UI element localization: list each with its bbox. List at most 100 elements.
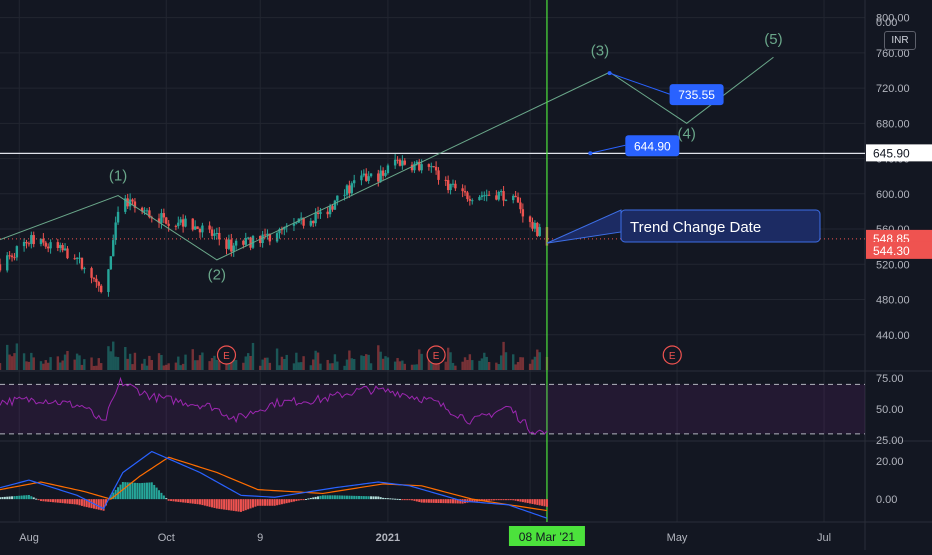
earnings-marker[interactable] — [662, 345, 682, 365]
macd-histogram-bar — [129, 482, 132, 500]
volume-bar — [427, 355, 431, 370]
volume-bar — [80, 364, 84, 370]
candle-body — [446, 180, 450, 191]
volume-bar — [49, 357, 52, 370]
macd-histogram-bar — [437, 499, 440, 504]
volume-bar — [213, 355, 216, 370]
candle-body — [97, 282, 100, 286]
volume-bar — [191, 349, 194, 370]
volume-bar — [59, 362, 62, 370]
volume-bar — [461, 361, 464, 370]
candle-body — [234, 240, 238, 246]
callout-box[interactable] — [620, 209, 821, 243]
wave-label-3: (3) — [591, 43, 609, 60]
macd-axis-tick: 20.00 — [876, 456, 904, 468]
candle-body — [483, 195, 486, 197]
candle-body — [30, 235, 33, 244]
candle-body — [430, 166, 433, 168]
volume-bar — [483, 352, 486, 370]
volume-bar — [487, 361, 491, 370]
candle-body — [13, 257, 16, 259]
volume-bar — [112, 341, 115, 370]
macd-histogram-bar — [71, 499, 74, 505]
candle-body — [99, 285, 103, 293]
volume-bar — [531, 359, 534, 370]
macd-histogram-bar — [545, 499, 548, 507]
earnings-marker[interactable] — [426, 345, 446, 365]
macd-histogram-bar — [379, 497, 382, 500]
volume-bar — [56, 356, 60, 370]
macd-histogram-bar — [1, 497, 4, 500]
price-axis-tick: 520.00 — [876, 259, 910, 271]
price-axis-tick: 720.00 — [876, 83, 910, 95]
macd-histogram-bar — [345, 495, 348, 500]
macd-histogram-bar — [343, 495, 346, 500]
annotation-leader — [590, 144, 626, 154]
macd-histogram-bar — [415, 499, 418, 502]
volume-bar — [160, 354, 163, 370]
volume-bar — [232, 358, 235, 370]
volume-bar — [480, 358, 484, 370]
candle-body — [314, 212, 317, 224]
macd-histogram-bar — [451, 499, 454, 504]
annotation-box[interactable] — [669, 84, 724, 106]
candle-body — [160, 213, 163, 223]
macd-histogram-bar — [213, 499, 216, 508]
candle-body — [396, 159, 399, 161]
candle-body — [316, 212, 320, 214]
macd-histogram-bar — [509, 499, 512, 501]
macd-histogram-bar — [0, 497, 1, 500]
volume-bar — [39, 361, 43, 370]
macd-histogram-bar — [201, 499, 204, 506]
price-axis-tick: 440.00 — [876, 330, 910, 342]
volume-bar — [143, 358, 146, 370]
candle-body — [249, 237, 252, 248]
volume-bar — [167, 363, 170, 370]
annotation-anchor-dot — [607, 71, 612, 76]
macd-histogram-bar — [32, 497, 35, 500]
time-axis-tick: Aug — [19, 532, 39, 544]
macd-histogram-bar — [68, 499, 71, 504]
volume-bar — [449, 352, 452, 370]
candle-body — [528, 216, 532, 222]
macd-histogram-bar — [170, 499, 173, 502]
macd-histogram-bar — [15, 495, 18, 500]
macd-histogram-bar — [266, 499, 269, 506]
macd-histogram-bar — [353, 495, 356, 500]
candle-body — [15, 246, 19, 258]
annotation-box[interactable] — [625, 135, 680, 157]
macd-histogram-bar — [102, 499, 105, 511]
volume-bar — [234, 359, 238, 370]
macd-histogram-bar — [179, 499, 182, 503]
macd-histogram-bar — [321, 495, 324, 500]
earnings-marker[interactable] — [216, 345, 237, 365]
macd-histogram-bar — [73, 499, 76, 505]
macd-histogram-bar — [529, 499, 532, 504]
candle-body — [133, 201, 137, 208]
macd-histogram-bar — [367, 496, 370, 500]
macd-histogram-bar — [182, 499, 185, 503]
time-axis-tick: May — [667, 532, 688, 544]
volume-bar — [25, 361, 28, 370]
time-axis-tick: 2021 — [376, 532, 400, 544]
currency-button[interactable]: INR — [884, 31, 916, 50]
candle-body — [377, 173, 380, 182]
macd-histogram-bar — [145, 482, 148, 500]
macd-histogram-bar — [502, 499, 505, 501]
macd-histogram-bar — [83, 499, 86, 507]
currency-label: INR — [891, 35, 909, 46]
candle-body — [198, 229, 202, 233]
candle-body — [191, 218, 194, 230]
volume-bar — [30, 352, 33, 370]
macd-histogram-bar — [471, 499, 474, 502]
macd-histogram-bar — [44, 499, 47, 502]
candle-body — [177, 222, 180, 227]
macd-histogram-bar — [254, 499, 257, 507]
macd-histogram-bar — [536, 499, 539, 505]
volume-bar — [114, 356, 117, 370]
macd-histogram-bar — [186, 499, 189, 504]
macd-histogram-bar — [507, 499, 510, 501]
volume-bar — [538, 352, 541, 370]
volume-bar — [333, 354, 337, 370]
macd-histogram-bar — [141, 482, 144, 500]
